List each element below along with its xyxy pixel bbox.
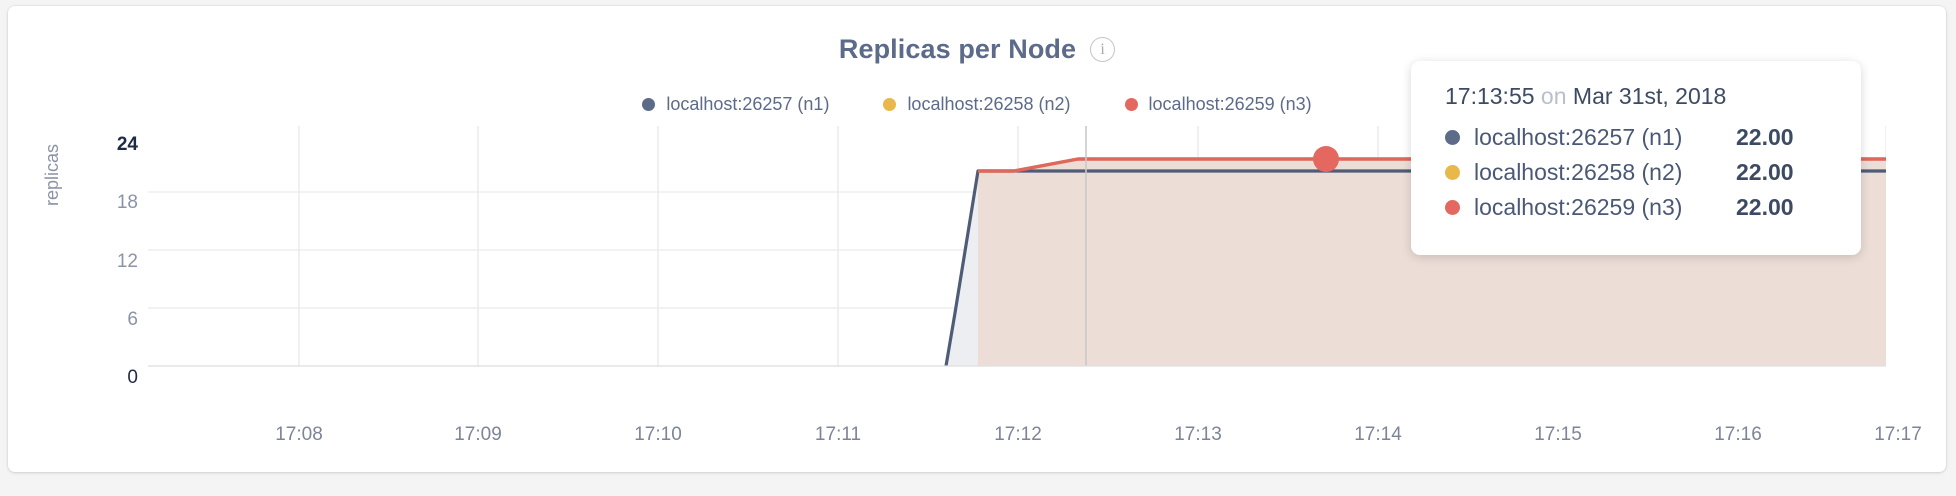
tooltip-value-n3: 22.00 — [1736, 194, 1794, 220]
x-tick-1708: 17:08 — [275, 424, 323, 445]
y-tick-18: 18 — [116, 192, 138, 213]
legend-dot-n1-icon — [642, 98, 656, 111]
tooltip-row-n2: localhost:26258 (n2) 22.00 — [1445, 159, 1831, 186]
y-tick-12: 12 — [116, 251, 138, 272]
x-tick-1709: 17:09 — [454, 424, 502, 445]
tooltip-label-n3: localhost:26259 (n3) — [1474, 194, 1683, 220]
tooltip-date: Mar 31st, 2018 — [1572, 83, 1727, 109]
legend-item-n1[interactable]: localhost:26257 (n1) — [642, 94, 829, 115]
tooltip-row-n3: localhost:26259 (n3) 22.00 — [1445, 194, 1831, 221]
x-tick-1717: 17:17 — [1874, 424, 1922, 445]
legend-label-n3: localhost:26259 (n3) — [1148, 94, 1312, 114]
info-icon[interactable]: i — [1090, 37, 1116, 62]
chart-tooltip: 17:13:55 on Mar 31st, 2018 localhost:262… — [1411, 61, 1861, 255]
y-tick-24: 24 — [116, 134, 138, 155]
x-tick-1710: 17:10 — [634, 424, 682, 445]
tooltip-on-word: on — [1540, 83, 1567, 109]
x-tick-1712: 17:12 — [994, 424, 1042, 445]
tooltip-timestamp: 17:13:55 on Mar 31st, 2018 — [1445, 83, 1831, 110]
tooltip-time: 17:13:55 — [1445, 83, 1535, 109]
x-tick-1716: 17:16 — [1714, 424, 1762, 445]
tooltip-row-n1: localhost:26257 (n1) 22.00 — [1445, 124, 1831, 151]
chart-header: Replicas per Node i — [8, 34, 1946, 65]
legend-dot-n2-icon — [883, 98, 897, 111]
legend-item-n3[interactable]: localhost:26259 (n3) — [1124, 94, 1312, 115]
tooltip-dot-n2-icon — [1445, 165, 1460, 180]
page-title: Replicas per Node — [838, 34, 1077, 64]
tooltip-label-n2: localhost:26258 (n2) — [1474, 159, 1683, 185]
y-axis-ticks: 24 18 12 6 0 — [68, 6, 138, 496]
y-tick-0: 0 — [127, 367, 138, 388]
x-tick-1713: 17:13 — [1174, 424, 1222, 445]
y-tick-6: 6 — [127, 309, 138, 330]
tooltip-value-n2: 22.00 — [1736, 159, 1794, 185]
y-axis-label: replicas — [42, 143, 62, 206]
tooltip-dot-n1-icon — [1445, 130, 1460, 145]
legend-dot-n3-icon — [1124, 98, 1138, 111]
chart-legend: localhost:26257 (n1) localhost:26258 (n2… — [8, 94, 1946, 115]
legend-item-n2[interactable]: localhost:26258 (n2) — [883, 94, 1071, 115]
legend-label-n1: localhost:26257 (n1) — [666, 94, 830, 114]
tooltip-value-n1: 22.00 — [1736, 124, 1794, 150]
highlight-point-n3[interactable] — [1313, 146, 1339, 172]
legend-label-n2: localhost:26258 (n2) — [907, 94, 1071, 114]
tooltip-dot-n3-icon — [1445, 200, 1460, 215]
x-tick-1711: 17:11 — [814, 424, 862, 445]
tooltip-label-n1: localhost:26257 (n1) — [1474, 124, 1683, 150]
chart-card: Replicas per Node i localhost:26257 (n1)… — [8, 6, 1946, 472]
x-tick-1715: 17:15 — [1534, 424, 1582, 445]
x-tick-1714: 17:14 — [1354, 424, 1402, 445]
